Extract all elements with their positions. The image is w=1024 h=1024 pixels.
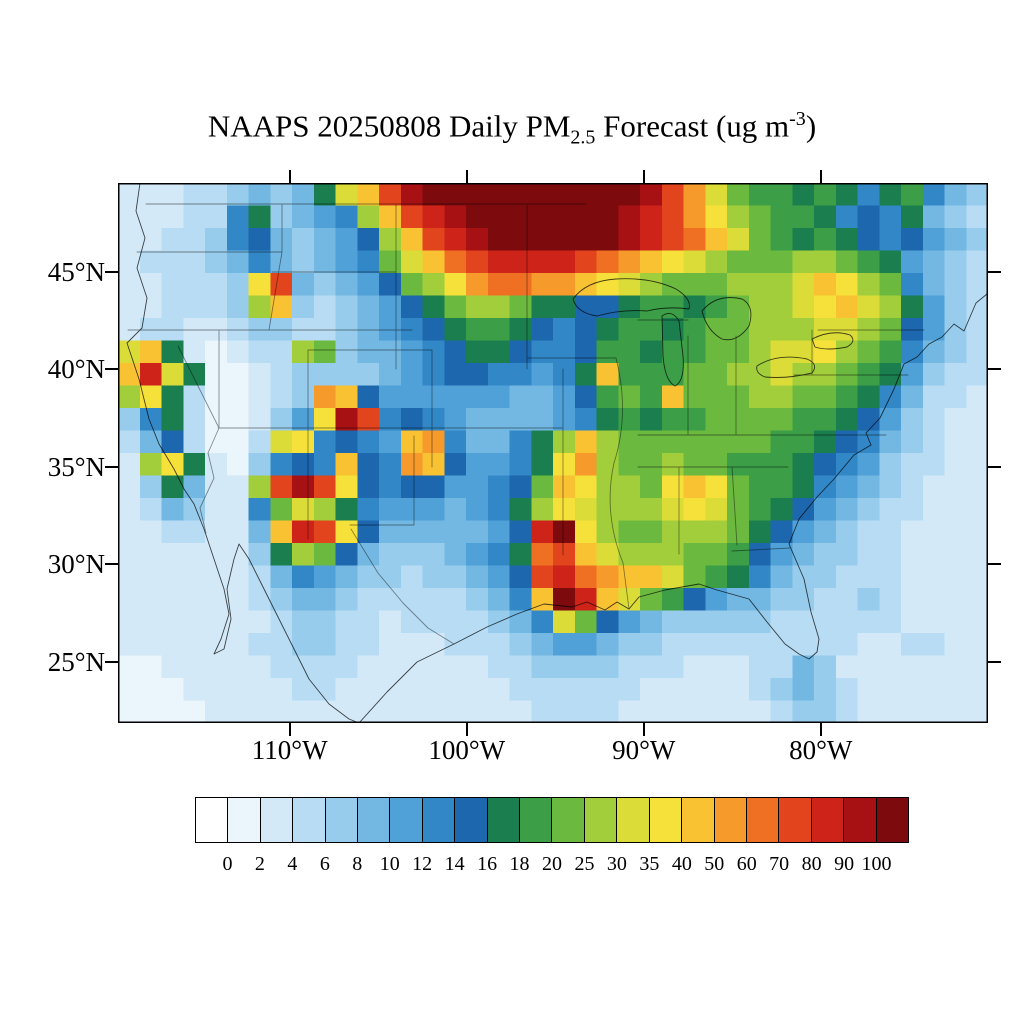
lat-tick-label: 30°N (47, 549, 105, 580)
lon-tick-label: 80°W (789, 735, 853, 765)
colorbar-cell (584, 798, 618, 842)
colorbar-cell (714, 798, 747, 842)
lon-tick-label: 90°W (612, 735, 676, 765)
colorbar-tick-label: 0 (222, 853, 233, 875)
plot-frame (118, 183, 988, 723)
lon-tick-label: 100°W (428, 735, 506, 765)
lat-tick-label: 35°N (47, 451, 105, 482)
colorbar-cell (746, 798, 780, 842)
colorbar-cell (552, 798, 585, 842)
title-text: NAAPS 20250808 Daily PM (207, 108, 571, 144)
colorbar-cell (649, 798, 683, 842)
colorbar-cell (390, 798, 423, 842)
colorbar-cell (811, 798, 845, 842)
state-borders (127, 203, 925, 645)
lat-tick-mark (105, 465, 118, 468)
lon-tick-mark (819, 723, 822, 736)
colorbar-tick-label: 16 (477, 853, 498, 875)
lat-tick-mark (105, 563, 118, 566)
lat-tick-label: 45°N (47, 256, 105, 287)
great-lakes (572, 278, 854, 387)
lon-tick-mark (288, 723, 291, 736)
colorbar-cell (520, 798, 553, 842)
lon-tick-mark (819, 170, 822, 183)
colorbar-cell (325, 798, 359, 842)
colorbar-tick-label: 100 (861, 853, 892, 875)
colorbar-tick-label: 4 (287, 853, 298, 875)
colorbar-tick-label: 14 (444, 853, 465, 875)
colorbar-cell (779, 798, 812, 842)
colorbar-cell (196, 798, 229, 842)
lat-tick-mark (105, 368, 118, 371)
colorbar-tick-label: 18 (509, 853, 530, 875)
lat-tick-mark (988, 368, 1001, 371)
colorbar-tick-label: 60 (736, 853, 757, 875)
colorbar-tick-label: 6 (319, 853, 330, 875)
map-plot-area (118, 183, 988, 723)
colorbar-tick-label: 50 (704, 853, 725, 875)
colorbar-tick-label: 8 (352, 853, 363, 875)
colorbar-cell (876, 798, 908, 842)
colorbar-cell (455, 798, 488, 842)
colorbar-tick-label: 25 (574, 853, 595, 875)
lat-tick-mark (988, 563, 1001, 566)
map-outlines (126, 183, 988, 723)
colorbar-tick-label: 35 (639, 853, 660, 875)
colorbar-tick-label: 12 (412, 853, 433, 875)
colorbar-tick-label: 70 (769, 853, 790, 875)
colorbar-cell (682, 798, 715, 842)
heatmap-cells (118, 183, 988, 723)
colorbar-cell (617, 798, 650, 842)
lat-tick-mark (105, 270, 118, 273)
lon-tick-mark (465, 723, 468, 736)
lon-tick-mark (642, 723, 645, 736)
colorbar-cell (260, 798, 294, 842)
lon-tick-mark (642, 170, 645, 183)
colorbar-cell (228, 798, 261, 842)
title-mid: Forecast (ug m (595, 108, 790, 144)
colorbar-tick-label: 90 (834, 853, 855, 875)
title-superscript: -3 (789, 108, 806, 130)
colorbar-tick-label: 80 (801, 853, 822, 875)
colorbar-cell (844, 798, 877, 842)
colorbar (195, 797, 909, 843)
chart-title: NAAPS 20250808 Daily PM2.5 Forecast (ug … (0, 108, 1024, 150)
coastline-gulf-atlantic (358, 293, 988, 723)
lat-tick-mark (988, 660, 1001, 663)
colorbar-cell (293, 798, 326, 842)
colorbar-tick-label: 20 (542, 853, 562, 875)
pm25-heatmap (118, 183, 988, 723)
colorbar-tick-label: 2 (254, 853, 265, 875)
coastline-west (126, 183, 360, 723)
lat-tick-mark (105, 660, 118, 663)
lat-tick-mark (988, 270, 1001, 273)
colorbar-cell (358, 798, 391, 842)
lat-tick-label: 25°N (47, 646, 105, 677)
lon-tick-mark (465, 170, 468, 183)
colorbar-tick-label: 30 (606, 853, 627, 875)
colorbar-cell (422, 798, 456, 842)
colorbar-cell (487, 798, 521, 842)
lon-tick-mark (288, 170, 291, 183)
lat-tick-mark (988, 465, 1001, 468)
colorbar-tick-label: 10 (379, 853, 400, 875)
lat-tick-label: 40°N (47, 354, 105, 385)
colorbar-tick-label: 40 (671, 853, 692, 875)
title-end: ) (805, 108, 817, 144)
title-subscript: 2.5 (570, 126, 596, 149)
lon-tick-label: 110°W (251, 735, 328, 765)
